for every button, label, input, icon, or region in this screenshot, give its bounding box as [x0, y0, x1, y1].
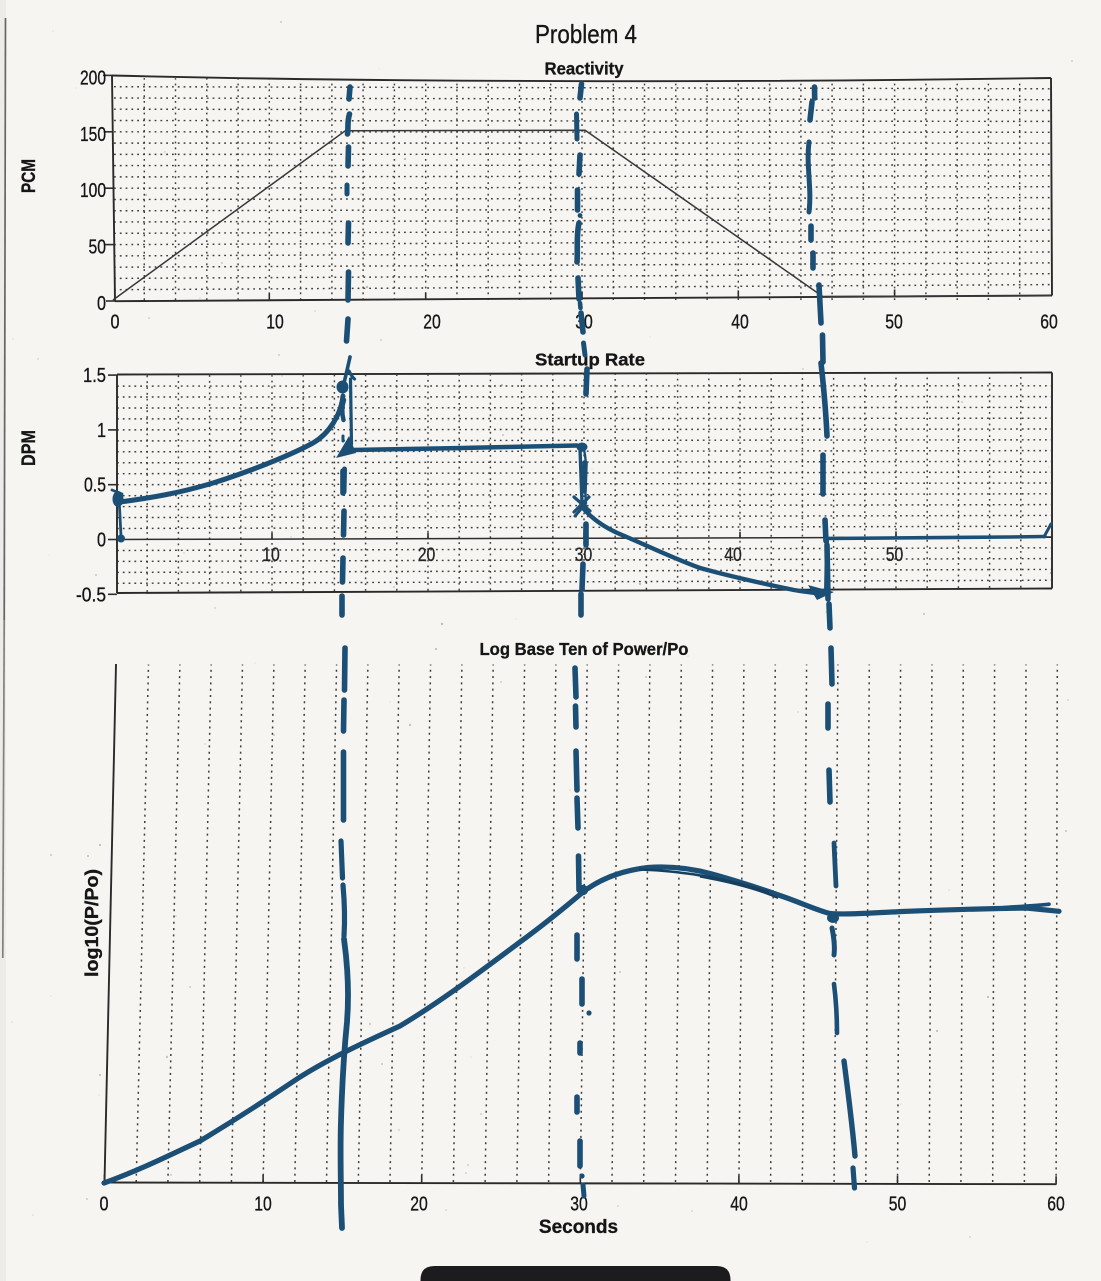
svg-text:20: 20 — [410, 1194, 428, 1216]
svg-text:1: 1 — [97, 420, 106, 442]
svg-text:200: 200 — [80, 67, 106, 89]
svg-text:10: 10 — [266, 312, 284, 334]
svg-text:20: 20 — [423, 312, 441, 334]
svg-text:100: 100 — [80, 180, 106, 202]
svg-text:10: 10 — [254, 1194, 272, 1216]
svg-text:20: 20 — [418, 545, 436, 566]
svg-text:1.5: 1.5 — [83, 365, 106, 387]
svg-text:40: 40 — [730, 1194, 748, 1216]
svg-text:10: 10 — [262, 545, 280, 566]
svg-text:40: 40 — [724, 545, 742, 566]
svg-text:DPM: DPM — [19, 430, 40, 466]
svg-text:60: 60 — [1040, 312, 1058, 334]
svg-text:log10(P/Po): log10(P/Po) — [82, 869, 102, 977]
svg-text:Startup Rate: Startup Rate — [535, 350, 645, 370]
svg-text:40: 40 — [731, 312, 749, 334]
svg-text:60: 60 — [1047, 1194, 1065, 1216]
svg-text:0: 0 — [97, 530, 106, 552]
svg-text:0: 0 — [100, 1194, 109, 1216]
svg-text:PCM: PCM — [19, 159, 40, 193]
svg-text:Log Base Ten of Power/Po: Log Base Ten of Power/Po — [480, 639, 689, 659]
svg-text:Problem 4: Problem 4 — [535, 19, 637, 49]
svg-text:30: 30 — [570, 1194, 588, 1216]
svg-text:150: 150 — [80, 124, 106, 146]
svg-text:-0.5: -0.5 — [76, 584, 106, 606]
svg-text:50: 50 — [886, 545, 904, 566]
svg-text:Seconds: Seconds — [539, 1217, 618, 1238]
svg-text:0: 0 — [97, 293, 106, 315]
svg-text:Reactivity: Reactivity — [545, 59, 624, 79]
svg-text:30: 30 — [575, 545, 593, 566]
svg-text:50: 50 — [89, 237, 107, 259]
svg-text:50: 50 — [889, 1194, 907, 1216]
svg-text:50: 50 — [885, 312, 903, 334]
svg-text:0.5: 0.5 — [84, 475, 106, 497]
svg-text:0: 0 — [111, 312, 120, 334]
